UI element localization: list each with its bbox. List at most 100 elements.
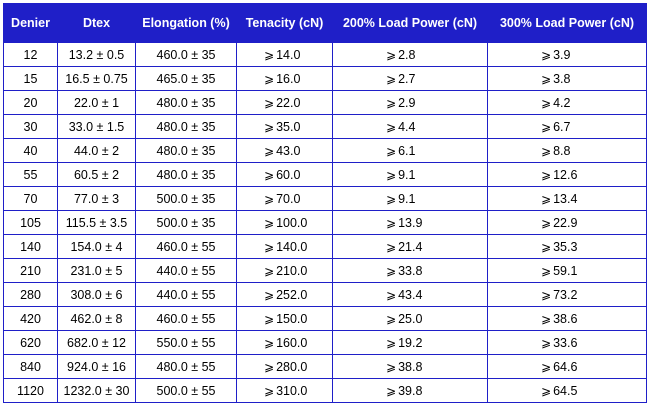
cell-tenacity-value: 252.0 (276, 287, 308, 302)
cell-denier-value: 420 (20, 311, 41, 326)
cell-load-200-value: 19.2 (398, 335, 423, 350)
cell-tenacity-value: 60.0 (276, 167, 301, 182)
cell-load-300: ⩾ 8.8 (487, 138, 647, 163)
greater-equal-symbol: ⩾ (386, 191, 397, 206)
cell-load-300: ⩾ 64.5 (487, 378, 647, 403)
cell-elongation: 500.0 ± 35 (135, 186, 237, 211)
cell-dtex: 1232.0 ± 30 (57, 378, 136, 403)
cell-elongation-value: 480.0 ± 35 (156, 143, 216, 158)
greater-equal-symbol: ⩾ (264, 359, 275, 374)
cell-denier-value: 210 (20, 263, 41, 278)
cell-load-300-value: 64.5 (553, 383, 578, 398)
cell-load-200-value: 6.1 (398, 143, 416, 158)
cell-dtex: 154.0 ± 4 (57, 234, 136, 259)
cell-dtex-value: 115.5 ± 3.5 (65, 215, 128, 230)
cell-tenacity-value: 100.0 (276, 215, 308, 230)
cell-load-300-value: 3.9 (553, 47, 571, 62)
cell-load-300-value: 6.7 (553, 119, 571, 134)
greater-equal-symbol: ⩾ (386, 359, 397, 374)
cell-load-200-value: 9.1 (398, 167, 416, 182)
cell-dtex: 33.0 ± 1.5 (57, 114, 136, 139)
cell-denier-value: 840 (20, 359, 41, 374)
header-denier: Denier (3, 3, 58, 43)
cell-elongation: 460.0 ± 35 (135, 42, 237, 67)
cell-load-200: ⩾ 13.9 (332, 210, 488, 235)
table-row: 105 115.5 ± 3.5 500.0 ± 35 ⩾ 100.0 ⩾ 13.9 ⩾ 22.9 (3, 210, 647, 235)
cell-load-200: ⩾ 21.4 (332, 234, 488, 259)
cell-tenacity-value: 14.0 (276, 47, 301, 62)
greater-equal-symbol: ⩾ (541, 359, 552, 374)
table-row: 840 924.0 ± 16 480.0 ± 55 ⩾ 280.0 ⩾ 38.8 ⩾ 64.6 (3, 354, 647, 379)
cell-denier-value: 55 (23, 167, 38, 182)
greater-equal-symbol: ⩾ (264, 95, 275, 110)
cell-load-300: ⩾ 33.6 (487, 330, 647, 355)
cell-denier: 1120 (3, 378, 58, 403)
cell-elongation: 480.0 ± 55 (135, 354, 237, 379)
table-row: 40 44.0 ± 2 480.0 ± 35 ⩾ 43.0 ⩾ 6.1 ⩾ 8.8 (3, 138, 647, 163)
cell-elongation: 500.0 ± 55 (135, 378, 237, 403)
cell-elongation-value: 440.0 ± 55 (156, 287, 216, 302)
cell-dtex: 16.5 ± 0.75 (57, 66, 136, 91)
greater-equal-symbol: ⩾ (541, 239, 552, 254)
cell-load-300-value: 4.2 (553, 95, 571, 110)
cell-denier-value: 105 (20, 215, 41, 230)
cell-elongation-value: 460.0 ± 35 (156, 47, 216, 62)
cell-dtex: 231.0 ± 5 (57, 258, 136, 283)
table-row: 12 13.2 ± 0.5 460.0 ± 35 ⩾ 14.0 ⩾ 2.8 ⩾ 3.9 (3, 42, 647, 67)
cell-load-200: ⩾ 2.8 (332, 42, 488, 67)
cell-denier: 210 (3, 258, 58, 283)
cell-elongation-value: 480.0 ± 35 (156, 95, 216, 110)
greater-equal-symbol: ⩾ (541, 335, 552, 350)
header-row: Denier Dtex Elongation (%) Tenacity (cN)… (3, 3, 647, 43)
cell-dtex: 682.0 ± 12 (57, 330, 136, 355)
cell-elongation: 480.0 ± 35 (135, 162, 237, 187)
greater-equal-symbol: ⩾ (386, 143, 397, 158)
cell-tenacity-value: 150.0 (276, 311, 308, 326)
cell-elongation: 440.0 ± 55 (135, 282, 237, 307)
table-row: 30 33.0 ± 1.5 480.0 ± 35 ⩾ 35.0 ⩾ 4.4 ⩾ 6.7 (3, 114, 647, 139)
cell-denier-value: 30 (23, 119, 38, 134)
cell-load-300: ⩾ 3.9 (487, 42, 647, 67)
cell-load-200: ⩾ 2.7 (332, 66, 488, 91)
cell-load-300-value: 22.9 (553, 215, 578, 230)
cell-elongation-value: 440.0 ± 55 (156, 263, 216, 278)
table-row: 20 22.0 ± 1 480.0 ± 35 ⩾ 22.0 ⩾ 2.9 ⩾ 4.2 (3, 90, 647, 115)
cell-dtex-value: 16.5 ± 0.75 (65, 71, 128, 86)
cell-load-200: ⩾ 9.1 (332, 162, 488, 187)
greater-equal-symbol: ⩾ (264, 167, 275, 182)
table-row: 210 231.0 ± 5 440.0 ± 55 ⩾ 210.0 ⩾ 33.8 ⩾ 59.1 (3, 258, 647, 283)
greater-equal-symbol: ⩾ (264, 47, 275, 62)
cell-elongation: 550.0 ± 55 (135, 330, 237, 355)
cell-elongation: 480.0 ± 35 (135, 90, 237, 115)
header-dtex: Dtex (57, 3, 136, 43)
greater-equal-symbol: ⩾ (541, 263, 552, 278)
cell-tenacity: ⩾ 280.0 (236, 354, 333, 379)
greater-equal-symbol: ⩾ (264, 287, 275, 302)
table-body: 12 13.2 ± 0.5 460.0 ± 35 ⩾ 14.0 ⩾ 2.8 ⩾ 3.9 15 16.… (3, 42, 647, 403)
cell-dtex: 308.0 ± 6 (57, 282, 136, 307)
cell-dtex: 924.0 ± 16 (57, 354, 136, 379)
cell-load-300: ⩾ 35.3 (487, 234, 647, 259)
cell-load-300: ⩾ 12.6 (487, 162, 647, 187)
cell-elongation-value: 480.0 ± 55 (156, 359, 216, 374)
table-row: 140 154.0 ± 4 460.0 ± 55 ⩾ 140.0 ⩾ 21.4 ⩾ 35.3 (3, 234, 647, 259)
greater-equal-symbol: ⩾ (541, 215, 552, 230)
cell-load-200: ⩾ 25.0 (332, 306, 488, 331)
cell-load-300-value: 38.6 (553, 311, 578, 326)
greater-equal-symbol: ⩾ (264, 119, 275, 134)
cell-dtex-value: 13.2 ± 0.5 (68, 47, 125, 62)
cell-dtex-value: 22.0 ± 1 (73, 95, 120, 110)
cell-denier: 12 (3, 42, 58, 67)
cell-tenacity: ⩾ 140.0 (236, 234, 333, 259)
cell-elongation-value: 550.0 ± 55 (156, 335, 216, 350)
cell-tenacity: ⩾ 210.0 (236, 258, 333, 283)
cell-load-300-value: 33.6 (553, 335, 578, 350)
cell-elongation-value: 500.0 ± 55 (156, 383, 216, 398)
cell-denier: 70 (3, 186, 58, 211)
cell-load-200-value: 33.8 (398, 263, 423, 278)
cell-dtex-value: 462.0 ± 8 (70, 311, 123, 326)
cell-load-300: ⩾ 6.7 (487, 114, 647, 139)
cell-load-300: ⩾ 4.2 (487, 90, 647, 115)
cell-load-200: ⩾ 39.8 (332, 378, 488, 403)
cell-load-200: ⩾ 2.9 (332, 90, 488, 115)
